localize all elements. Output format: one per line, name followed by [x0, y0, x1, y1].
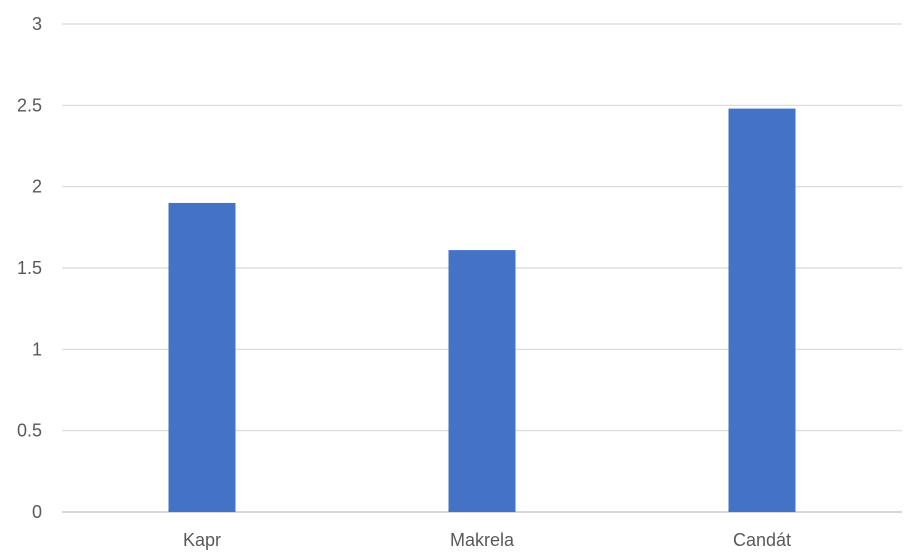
x-tick-label: Makrela	[450, 530, 515, 550]
y-tick-label: 2	[32, 177, 42, 197]
bar-makrela	[448, 250, 516, 512]
y-tick-label: 0	[32, 502, 42, 522]
bar-kapr	[168, 202, 236, 512]
y-tick-label: 1.5	[17, 258, 42, 278]
bar-candát	[728, 108, 796, 512]
bars	[168, 108, 796, 512]
x-axis-tick-labels: Kapr Makrela Candát	[183, 530, 791, 550]
x-tick-label: Kapr	[183, 530, 221, 550]
y-tick-label: 3	[32, 14, 42, 34]
y-tick-label: 2.5	[17, 95, 42, 115]
x-tick-label: Candát	[733, 530, 791, 550]
y-tick-label: 1	[32, 339, 42, 359]
y-axis-tick-labels: 0 0.5 1 1.5 2 2.5 3	[17, 14, 42, 522]
y-tick-label: 0.5	[17, 421, 42, 441]
